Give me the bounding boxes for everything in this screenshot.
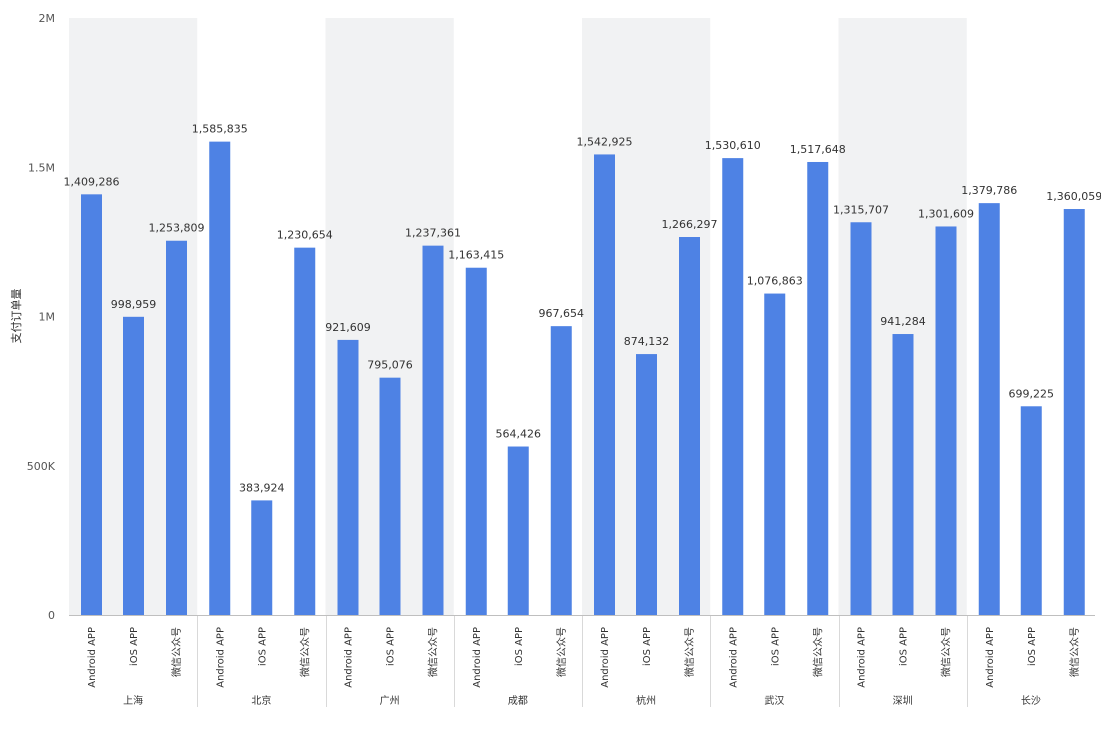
x-group-label: 上海 — [123, 694, 143, 707]
bar — [166, 240, 187, 615]
x-category-label: 微信公众号 — [298, 627, 311, 677]
bar — [337, 339, 359, 615]
x-category-labels: Android APP iOS APP 微信公众号 Android APP iOS AP… — [87, 627, 1081, 688]
bar — [722, 158, 744, 615]
y-tick-label: 500K — [27, 460, 56, 473]
data-label: 564,426 — [496, 428, 542, 441]
x-group-label: 深圳 — [893, 695, 913, 707]
x-category-label: iOS APP — [642, 627, 653, 666]
bar — [679, 237, 700, 615]
data-label: 1,409,286 — [64, 175, 120, 188]
bar — [892, 334, 914, 615]
data-label: 1,315,707 — [833, 203, 889, 216]
data-label: 795,076 — [367, 359, 413, 372]
data-label: 1,237,361 — [405, 227, 461, 240]
y-tick-label: 1.5M — [28, 161, 55, 174]
bar — [550, 326, 572, 615]
x-category-label: iOS APP — [770, 627, 781, 666]
bar — [123, 316, 144, 615]
data-label: 1,360,059 — [1046, 190, 1101, 203]
x-group-label: 杭州 — [636, 694, 656, 707]
bar — [850, 222, 872, 615]
x-category-label: iOS APP — [129, 627, 140, 666]
bar — [636, 354, 657, 615]
x-group-label: 武汉 — [764, 694, 784, 707]
data-label: 383,924 — [239, 481, 285, 494]
axes: 0 500K 1M 1.5M 2M — [27, 12, 1095, 707]
x-category-label: 微信公众号 — [1068, 627, 1081, 677]
x-category-label: iOS APP — [386, 627, 397, 666]
bar — [209, 141, 231, 616]
data-label: 1,530,610 — [705, 139, 761, 152]
x-category-label: iOS APP — [514, 627, 525, 666]
bar — [978, 203, 1000, 615]
x-category-label: Android APP — [472, 627, 483, 688]
x-category-label: Android APP — [985, 627, 996, 688]
bar — [465, 267, 487, 615]
data-label: 1,379,786 — [961, 184, 1017, 197]
bar — [379, 377, 401, 615]
data-label: 967,654 — [539, 307, 585, 320]
bar — [507, 446, 529, 615]
x-group-label: 北京 — [251, 694, 271, 707]
data-label: 1,585,835 — [192, 123, 248, 136]
bar — [81, 194, 102, 615]
y-axis-title: 支付订单量 — [10, 289, 23, 344]
bar — [251, 500, 273, 615]
x-category-label: 微信公众号 — [811, 627, 824, 677]
x-group-label: 广州 — [380, 695, 400, 707]
data-label: 699,225 — [1009, 387, 1055, 400]
data-label: 874,132 — [624, 335, 670, 348]
bar — [764, 293, 786, 615]
x-category-label: iOS APP — [1027, 627, 1038, 666]
x-category-label: 微信公众号 — [940, 627, 953, 677]
bar — [1020, 406, 1042, 615]
data-label: 1,542,925 — [577, 135, 633, 148]
data-label: 1,266,297 — [662, 218, 718, 231]
x-group-labels: 上海 北京 广州 成都 杭州 武汉 深圳 长沙 — [123, 694, 1041, 707]
y-tick-label: 1M — [39, 311, 56, 324]
data-label: 941,284 — [880, 315, 926, 328]
x-category-label: Android APP — [728, 627, 739, 688]
data-labels: 1,409,286 998,959 1,253,809 1,585,835 383,92… — [64, 123, 1101, 495]
data-label: 1,253,809 — [149, 222, 205, 235]
bar — [594, 154, 615, 615]
x-category-label: iOS APP — [257, 627, 268, 666]
data-label: 1,230,654 — [277, 229, 333, 242]
x-category-label: 微信公众号 — [170, 627, 183, 677]
data-label: 998,959 — [111, 298, 157, 311]
x-category-label: Android APP — [600, 627, 611, 688]
x-category-label: Android APP — [344, 627, 355, 688]
x-category-label: iOS APP — [899, 627, 910, 666]
x-category-label: 微信公众号 — [427, 627, 440, 677]
data-label: 921,609 — [325, 321, 371, 334]
data-label: 1,517,648 — [790, 143, 846, 156]
bar — [294, 247, 316, 615]
bar — [1063, 209, 1085, 615]
bar — [422, 245, 444, 615]
data-label: 1,076,863 — [747, 275, 803, 288]
bars — [81, 141, 1085, 616]
x-group-label: 成都 — [508, 695, 528, 707]
x-category-label: Android APP — [857, 627, 868, 688]
x-category-label: Android APP — [87, 627, 98, 688]
x-group-label: 长沙 — [1021, 695, 1041, 707]
y-tick-label: 0 — [48, 609, 55, 622]
y-tick-label: 2M — [39, 12, 56, 25]
data-label: 1,163,415 — [448, 249, 504, 262]
bar — [935, 226, 957, 615]
x-category-label: 微信公众号 — [555, 627, 568, 677]
data-label: 1,301,609 — [918, 207, 974, 220]
x-category-label: Android APP — [215, 627, 226, 688]
x-category-label: 微信公众号 — [683, 627, 696, 677]
bar — [807, 161, 829, 616]
